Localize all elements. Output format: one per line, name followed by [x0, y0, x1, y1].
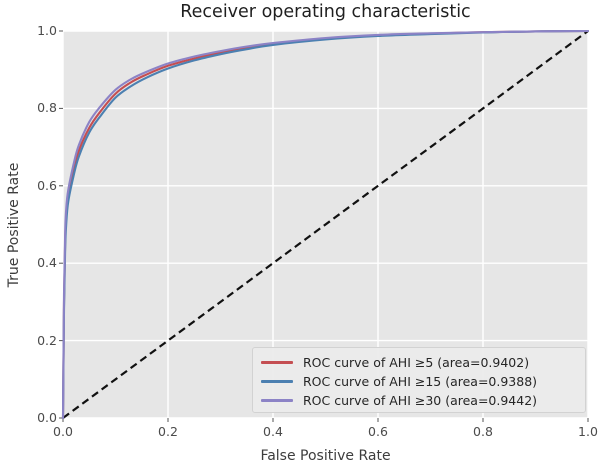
- x-tick-label: 0.0: [53, 424, 73, 439]
- legend: ROC curve of AHI ≥5 (area=0.9402) ROC cu…: [252, 347, 586, 413]
- y-tick-label: 0.8: [37, 100, 57, 116]
- y-tick-label: 0.6: [37, 177, 57, 193]
- legend-row: ROC curve of AHI ≥15 (area=0.9388): [261, 372, 577, 391]
- x-tick-label: 0.2: [158, 424, 178, 439]
- roc-curve-2: [61, 29, 590, 420]
- chance-diagonal-line: [62, 30, 589, 419]
- legend-label: ROC curve of AHI ≥5 (area=0.9402): [303, 355, 530, 370]
- y-tick-label: 0.2: [37, 332, 57, 348]
- x-tick-label: 0.4: [263, 424, 283, 439]
- legend-line-swatch-purple: [261, 399, 293, 402]
- y-tick-label: 1.0: [37, 23, 57, 38]
- y-tick-label: 0.0: [37, 410, 57, 425]
- y-tick-label: 0.4: [37, 255, 57, 271]
- x-tick-label: 1.0: [578, 424, 598, 439]
- x-axis-label: False Positive Rate: [260, 448, 391, 464]
- legend-line-swatch-blue: [261, 380, 293, 383]
- y-axis-label: True Positive Rate: [6, 162, 22, 288]
- x-tick-label: 0.8: [473, 424, 493, 439]
- x-tick-label: 0.6: [368, 424, 388, 439]
- legend-label: ROC curve of AHI ≥15 (area=0.9388): [303, 374, 538, 389]
- chart-title: Receiver operating characteristic: [180, 2, 471, 22]
- legend-line-swatch-red: [261, 361, 293, 364]
- legend-label: ROC curve of AHI ≥30 (area=0.9442): [303, 393, 538, 408]
- legend-row: ROC curve of AHI ≥5 (area=0.9402): [261, 353, 577, 372]
- legend-row: ROC curve of AHI ≥30 (area=0.9442): [261, 391, 577, 410]
